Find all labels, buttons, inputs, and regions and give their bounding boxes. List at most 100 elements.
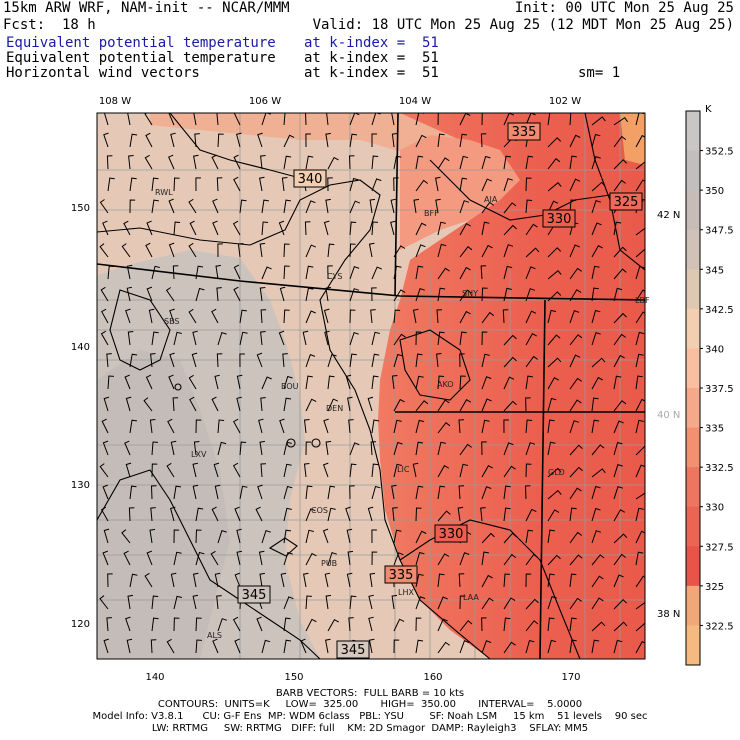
wind-barb [525, 573, 532, 588]
wind-barb [459, 200, 470, 214]
station-sbs: SBS [164, 317, 180, 326]
wind-barb [327, 243, 335, 258]
wind-barb [102, 484, 109, 500]
wind-barb [151, 463, 158, 478]
wind-barb [261, 639, 271, 654]
wind-barb [415, 441, 424, 456]
wind-barb [261, 376, 272, 390]
wind-barb [259, 440, 265, 456]
contour-label-345: 345 [237, 585, 271, 604]
wind-barb [195, 265, 204, 280]
wind-barb [327, 485, 336, 500]
wind-barb [283, 375, 293, 390]
wind-barb [102, 550, 109, 566]
wind-barb [173, 331, 182, 346]
wind-barb [415, 485, 424, 500]
wind-barb [569, 487, 582, 500]
wind-barb [283, 551, 293, 566]
wind-barb [283, 309, 290, 324]
wind-barb [305, 310, 316, 324]
wind-barb [635, 445, 645, 456]
wind-barb [258, 550, 265, 566]
wind-barb [300, 638, 307, 654]
colorbar [685, 110, 701, 666]
wind-barb [106, 617, 112, 632]
wind-barb [123, 220, 131, 236]
wind-barb [371, 331, 380, 346]
wind-barb [569, 531, 582, 544]
wind-barb [393, 529, 402, 544]
wind-barb [547, 489, 562, 500]
wind-barb [151, 177, 159, 192]
wind-barb [415, 331, 422, 346]
wind-barb [547, 157, 561, 170]
wind-barb [481, 640, 492, 654]
wind-barb [146, 220, 153, 236]
wind-barb [126, 638, 133, 654]
wind-barb [547, 309, 557, 324]
wind-barb [347, 550, 354, 566]
wind-barb [367, 396, 374, 412]
wind-barb [435, 176, 441, 192]
wind-barb [635, 492, 645, 500]
wind-barb [393, 353, 403, 368]
wind-barb [437, 618, 448, 632]
latitude-labels: 42 N 40 N 38 N [657, 210, 680, 620]
wind-barb [125, 616, 131, 632]
wind-barb [415, 507, 422, 522]
wind-barb [503, 177, 513, 192]
wind-barb [283, 507, 292, 522]
wind-barb [437, 441, 446, 456]
wind-barb [260, 309, 267, 324]
wind-barb [613, 354, 625, 368]
lat-42n: 42 N [657, 210, 680, 221]
wind-barb [613, 221, 622, 236]
wind-barb [635, 507, 644, 522]
wind-barb [613, 420, 624, 434]
wind-barb [150, 485, 157, 500]
wind-barb [121, 243, 131, 258]
wind-barb [393, 552, 404, 566]
wind-barb [393, 309, 401, 324]
wind-barb [195, 551, 205, 566]
wind-barb [151, 199, 159, 214]
wind-barb [547, 137, 562, 148]
wind-barb [569, 597, 582, 610]
wind-barb [173, 485, 182, 500]
wind-barb [279, 286, 286, 302]
wind-barb [129, 419, 138, 434]
wind-barb [210, 550, 219, 566]
wind-barb [305, 354, 316, 368]
wind-barb [569, 639, 577, 654]
wind-barb [415, 155, 424, 170]
wind-barb [415, 617, 422, 632]
wind-barb [459, 375, 466, 390]
wind-barb [349, 309, 356, 324]
forecast-label: Fcst: [3, 17, 46, 33]
wind-barb [371, 287, 377, 302]
wind-barb [569, 354, 581, 368]
county-lines [97, 113, 645, 659]
wind-barb [173, 595, 183, 610]
wind-barb [459, 353, 465, 368]
wind-barb [415, 596, 426, 610]
coolest-corner [620, 113, 645, 165]
wind-barb [591, 265, 600, 280]
wind-barb [591, 331, 601, 346]
wind-barb [481, 221, 490, 236]
wind-barb [481, 441, 487, 456]
wind-barb [348, 155, 355, 170]
wind-barb [569, 155, 577, 170]
colorbar-swatch [686, 348, 700, 389]
wind-barb [303, 463, 310, 478]
wind-barb [327, 375, 335, 390]
wind-barb [323, 308, 330, 324]
wind-barb [125, 462, 132, 478]
svg-text:330: 330 [439, 527, 464, 542]
wind-barb [391, 375, 398, 390]
wind-barb [503, 376, 515, 390]
wind-barb [569, 289, 582, 302]
barb-legend: BARB VECTORS: FULL BARB = 10 kts [275, 688, 465, 699]
wind-barb [613, 287, 623, 302]
wind-barb [458, 419, 465, 434]
